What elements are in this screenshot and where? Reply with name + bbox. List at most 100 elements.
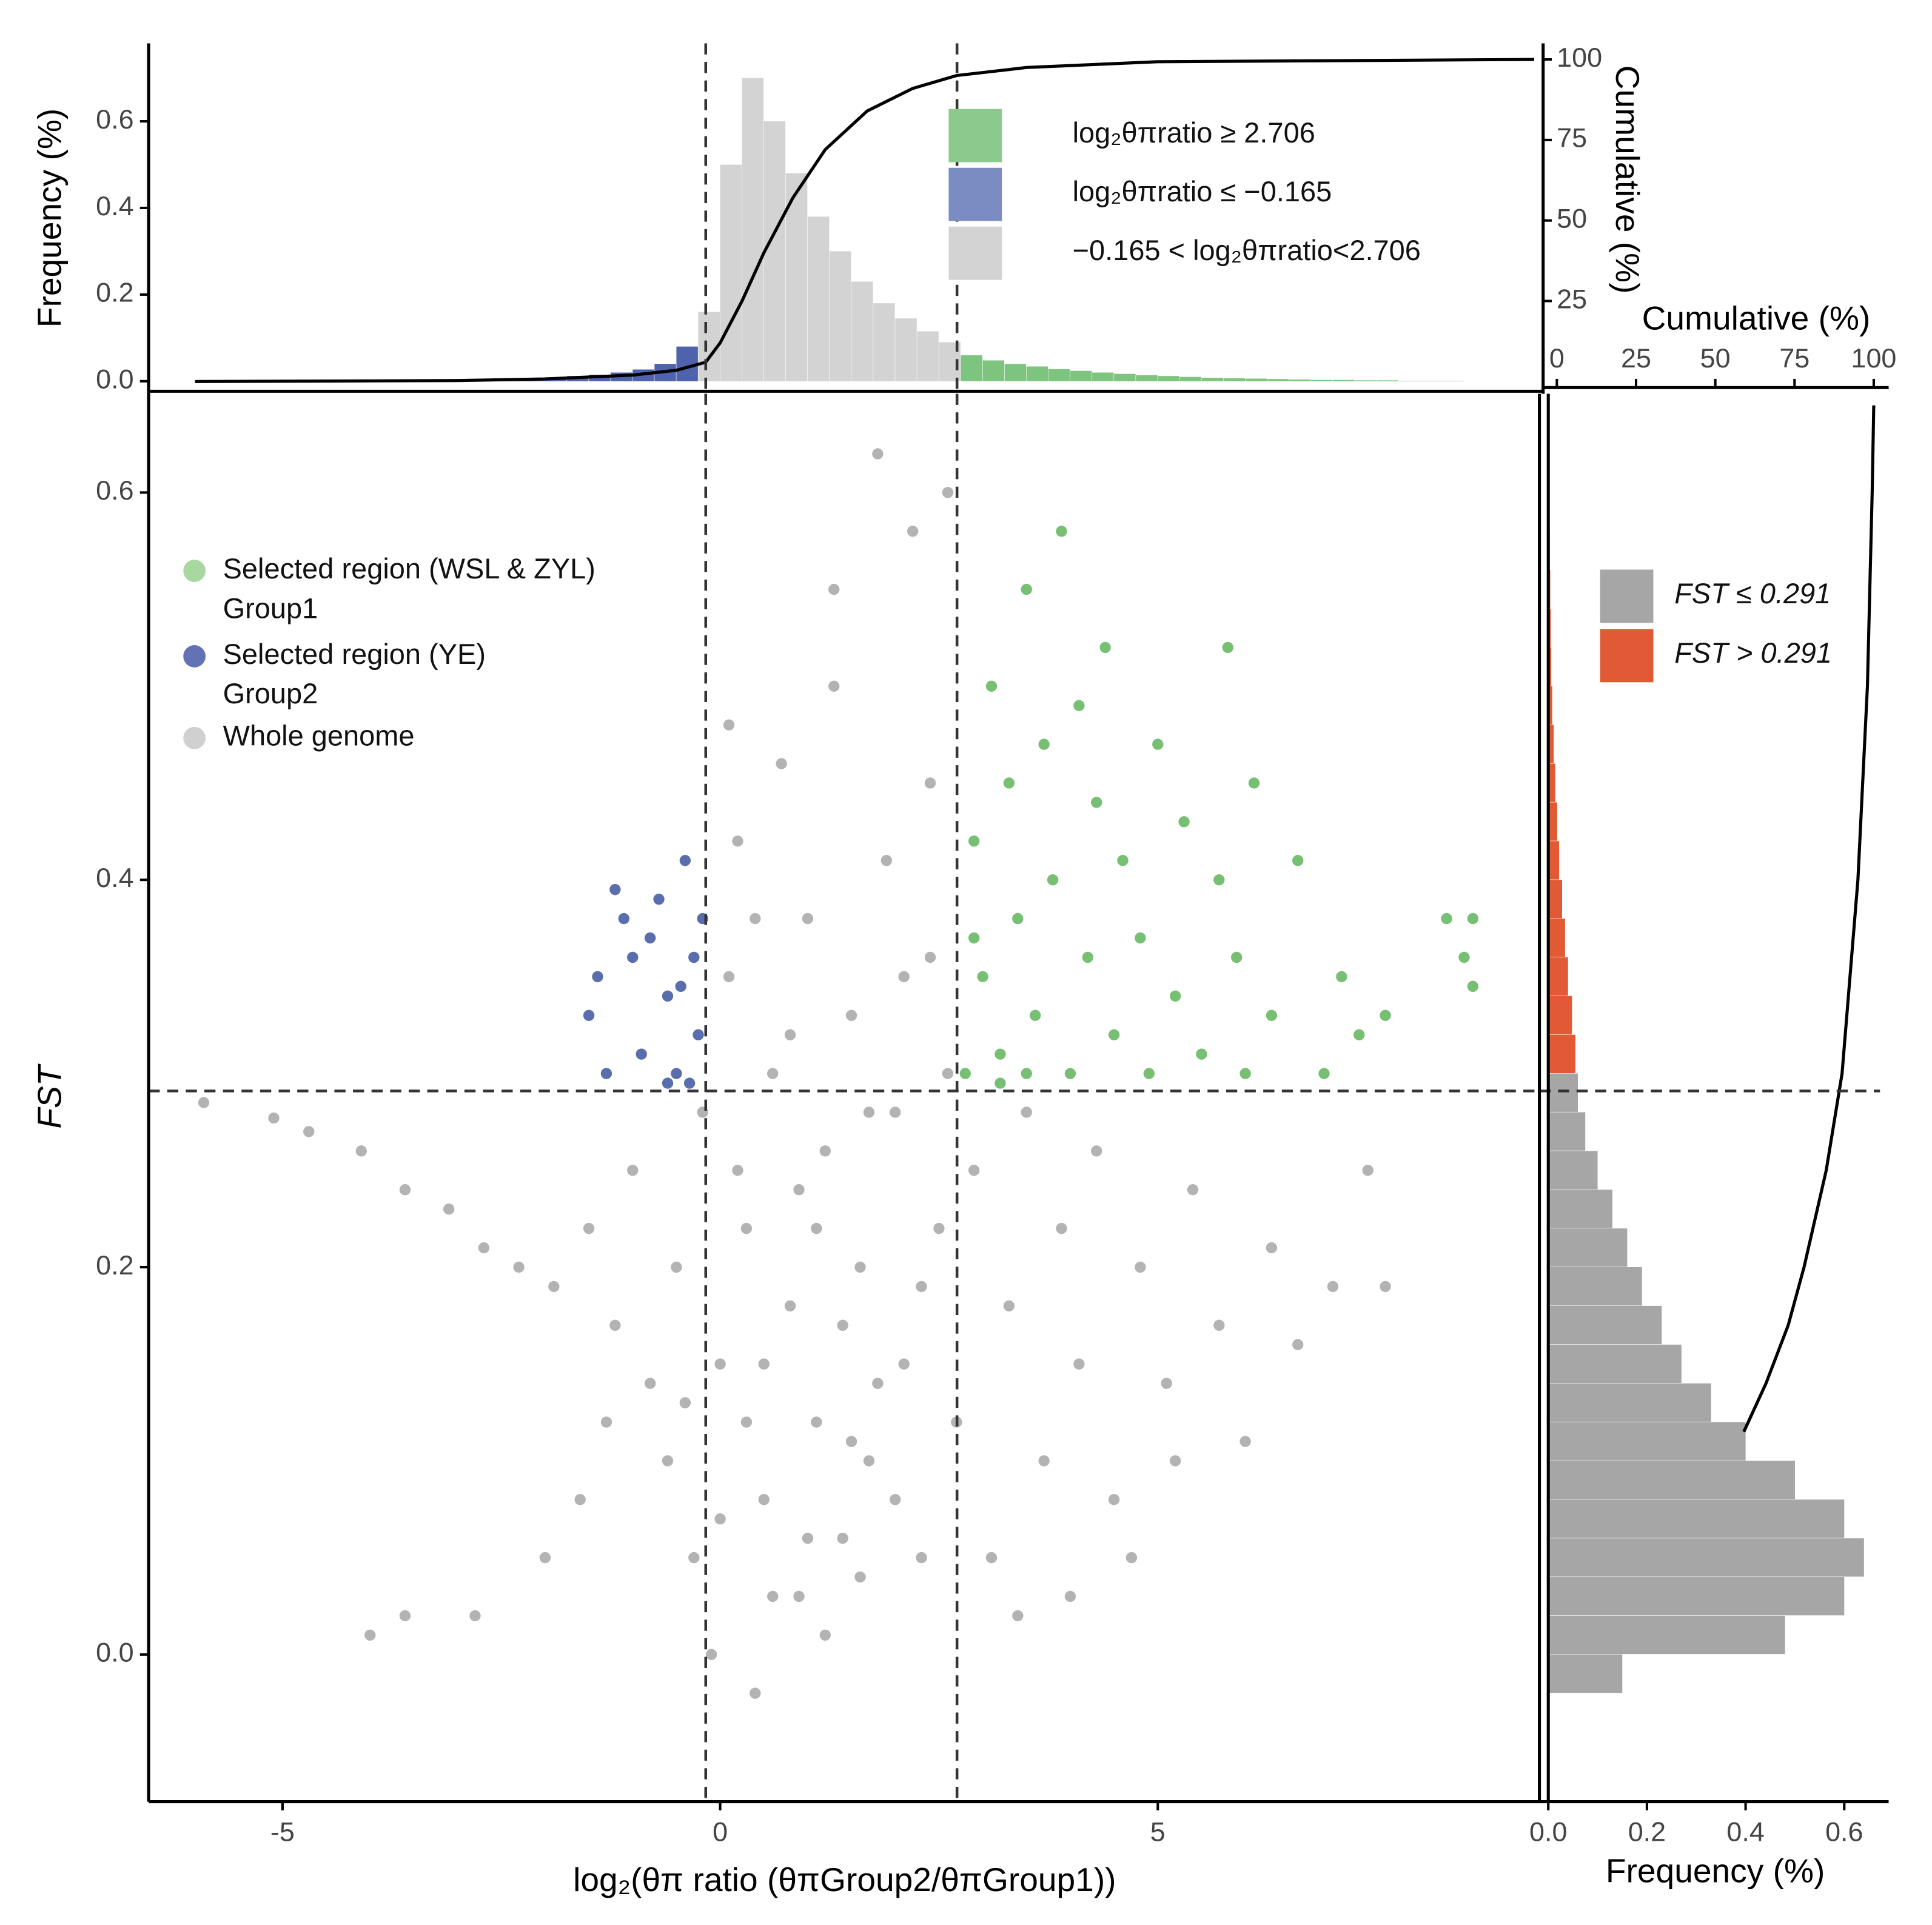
histogram-bar <box>895 318 917 381</box>
scatter-point <box>758 1358 770 1370</box>
scatter-point <box>662 1077 674 1089</box>
legend-swatch <box>1600 569 1654 623</box>
histogram-bar <box>1548 1267 1642 1306</box>
y-tick-label: 0.6 <box>96 475 133 506</box>
scatter-point <box>819 1629 831 1641</box>
histogram-bar <box>1267 379 1289 381</box>
histogram-bar <box>1048 369 1070 381</box>
histogram-bar <box>1114 373 1136 381</box>
scatter-point <box>1012 1610 1024 1622</box>
scatter-point <box>1318 1068 1330 1079</box>
scatter-point <box>679 1397 691 1408</box>
y-axis-label: Frequency (%) <box>30 109 68 328</box>
scatter-point <box>985 680 998 692</box>
scatter-point <box>662 990 674 1002</box>
scatter-point <box>898 1358 910 1370</box>
scatter-point <box>872 1378 884 1389</box>
scatter-point <box>583 1009 595 1021</box>
scatter-point <box>732 1165 743 1176</box>
histogram-bar <box>1179 377 1201 381</box>
scatter-point <box>985 1552 998 1564</box>
scatter-point <box>837 1532 848 1544</box>
scatter-point <box>653 893 665 905</box>
x-tick-label: 0 <box>713 1816 728 1847</box>
scatter-point <box>995 1048 1006 1060</box>
scatter-point <box>837 1319 848 1331</box>
scatter-point <box>784 1029 796 1040</box>
histogram-bar <box>1310 380 1333 381</box>
y-tick-label: 0.0 <box>96 1637 133 1668</box>
histogram-bar <box>1332 380 1355 381</box>
scatter-point <box>802 1532 814 1544</box>
scatter-point <box>1021 1068 1032 1079</box>
histogram-bar <box>1355 380 1377 381</box>
legend-swatch <box>948 109 1002 162</box>
histogram-bar <box>1548 1383 1711 1422</box>
scatter-point <box>924 951 936 963</box>
scatter-point <box>1239 1068 1251 1079</box>
scatter-point <box>1012 912 1024 925</box>
scatter-point <box>1021 583 1032 595</box>
scatter-point <box>600 1068 612 1079</box>
scatter-point <box>767 1068 779 1079</box>
scatter-point <box>819 1145 831 1157</box>
histogram-bar <box>807 216 830 381</box>
scatter-point <box>399 1610 411 1622</box>
scatter-point <box>1266 1242 1278 1254</box>
scatter-point <box>872 448 884 460</box>
scatter-point <box>1196 1048 1207 1060</box>
x-axis-label: log₂(θπ ratio (θπGroup2/θπGroup1)) <box>573 1861 1116 1898</box>
scatter-point <box>1021 1106 1032 1118</box>
scatter-point <box>1213 1319 1225 1331</box>
histogram-bar <box>1548 1615 1785 1655</box>
scatter-point <box>355 1145 367 1157</box>
histogram-bar <box>1136 375 1158 381</box>
scatter-point <box>693 1029 704 1040</box>
scatter-point <box>802 912 814 925</box>
y2-axis-label: Cumulative (%) <box>1609 65 1646 294</box>
histogram-bar <box>917 331 939 381</box>
histogram-bar <box>763 121 786 381</box>
scatter-point <box>740 1416 753 1428</box>
histogram-bar <box>742 78 764 381</box>
scatter-point <box>1099 641 1111 654</box>
scatter-point <box>618 912 630 925</box>
scatter-point <box>907 526 919 537</box>
scatter-point <box>1169 990 1181 1002</box>
y-tick-label: 0.2 <box>96 277 133 308</box>
scatter-point <box>600 1416 612 1428</box>
histogram-bar <box>1070 370 1092 381</box>
legend-label: FST ≤ 0.291 <box>1674 577 1831 609</box>
x2-tick-label: 25 <box>1621 343 1651 373</box>
scatter-point <box>1108 1494 1120 1505</box>
scatter-point <box>714 1513 726 1525</box>
scatter-point <box>732 835 743 847</box>
scatter-point <box>303 1126 315 1137</box>
legend-label: log₂θπratio ≥ 2.706 <box>1073 116 1315 149</box>
scatter-point <box>583 1222 595 1234</box>
y-tick-label: 0.6 <box>96 104 133 135</box>
scatter-point <box>898 971 910 983</box>
cumulative-line <box>195 58 1534 383</box>
histogram-bar <box>1158 376 1179 381</box>
scatter-point <box>1003 1300 1015 1312</box>
histogram-bar <box>1548 1305 1662 1345</box>
x2-axis-label: Cumulative (%) <box>1642 300 1871 337</box>
scatter-point <box>793 1184 805 1196</box>
scatter-point <box>1073 700 1085 711</box>
scatter-point <box>977 971 988 983</box>
scatter-point <box>548 1281 560 1293</box>
histogram-bar <box>1201 378 1223 381</box>
scatter-point <box>1222 641 1233 654</box>
scatter-point <box>723 719 735 731</box>
scatter-point <box>714 1358 726 1370</box>
legend-label: FST > 0.291 <box>1674 637 1832 669</box>
x-tick-label: 5 <box>1150 1816 1166 1847</box>
scatter-point <box>627 951 639 963</box>
legend-marker <box>183 560 206 582</box>
scatter-point <box>705 1649 717 1661</box>
x-tick-label: 0.4 <box>1726 1816 1764 1847</box>
histogram-bar <box>1289 379 1311 381</box>
scatter-point <box>1056 1222 1067 1234</box>
